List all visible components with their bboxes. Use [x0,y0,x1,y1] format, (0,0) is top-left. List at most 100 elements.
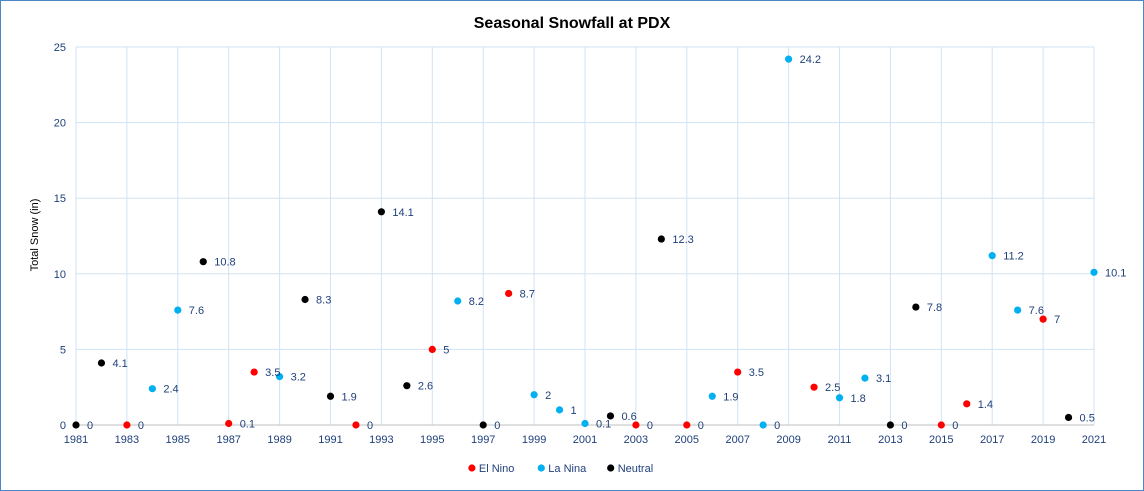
data-point-el-nino[interactable] [505,289,513,298]
x-tick-label: 1983 [115,434,139,446]
data-point-la-nina[interactable] [835,394,844,402]
data-label-el-nino: 3.5 [265,367,280,379]
data-label-la-nina: 2 [545,390,551,402]
data-point-la-nina[interactable] [581,419,589,428]
y-axis-label: Total Snow (in) [29,199,41,272]
legend-item-la-nina[interactable]: La Nina [537,463,587,475]
data-point-neutral[interactable] [403,382,411,390]
data-label-el-nino: 8.7 [520,288,535,300]
data-label-el-nino: 0.1 [240,418,255,430]
data-point-la-nina[interactable] [454,297,462,305]
data-point-la-nina[interactable] [276,373,284,381]
data-point-el-nino[interactable] [963,400,971,408]
data-point-neutral[interactable] [377,208,385,216]
data-point-el-nino[interactable] [352,421,360,429]
data-point-la-nina[interactable] [861,374,869,382]
data-point-neutral[interactable] [72,421,80,429]
x-tick-label: 1985 [166,434,190,446]
data-point-el-nino[interactable] [937,421,945,429]
data-point-la-nina[interactable] [174,306,182,314]
x-tick-label: 2015 [929,434,953,446]
data-point-la-nina[interactable] [785,55,793,63]
data-point-la-nina[interactable] [759,421,767,429]
data-point-neutral[interactable] [657,235,665,243]
data-point-neutral[interactable] [1064,413,1073,422]
legend-item-el-nino[interactable]: El Nino [468,463,514,475]
legend-item-neutral[interactable]: Neutral [607,463,653,475]
data-label-la-nina: 2.4 [163,384,178,396]
data-label-el-nino: 0 [138,420,144,432]
data-point-neutral[interactable] [912,303,920,311]
data-label-neutral: 12.3 [672,234,693,246]
data-point-la-nina[interactable] [530,391,538,399]
data-label-la-nina: 3.2 [291,372,306,384]
data-point-neutral[interactable] [886,421,895,429]
data-point-la-nina[interactable] [555,406,564,414]
data-point-el-nino[interactable] [225,419,233,428]
x-tick-label: 1981 [64,434,88,446]
data-point-neutral[interactable] [97,359,106,367]
data-label-neutral: 0.6 [621,411,636,423]
x-tick-label: 2019 [1031,434,1055,446]
data-label-el-nino: 7 [1054,314,1060,326]
legend-label-neutral: Neutral [618,463,653,475]
legend-marker-neutral [607,464,615,472]
data-point-el-nino[interactable] [428,345,436,353]
data-label-neutral: 10.8 [214,257,235,269]
data-label-la-nina: 11.2 [1003,251,1024,263]
data-point-el-nino[interactable] [810,383,818,391]
x-tick-label: 1987 [216,434,240,446]
data-label-neutral: 2.6 [418,381,433,393]
data-label-la-nina: 24.2 [800,54,821,66]
x-tick-label: 1999 [522,434,546,446]
data-label-el-nino: 0 [647,420,653,432]
x-tick-label: 2001 [573,434,597,446]
data-label-neutral: 8.3 [316,295,331,307]
data-point-la-nina[interactable] [1014,306,1022,314]
y-tick-label: 20 [54,118,66,130]
x-tick-label: 1989 [267,434,291,446]
data-point-el-nino[interactable] [734,368,742,376]
legend[interactable]: El Nino La Nina Neutral [468,463,653,475]
x-tick-label: 2021 [1082,434,1106,446]
data-label-neutral: 1.9 [342,391,357,403]
data-point-neutral[interactable] [479,421,487,429]
data-label-neutral: 14.1 [392,207,413,219]
x-tick-label: 1993 [369,434,393,446]
data-label-la-nina: 3.1 [876,373,891,385]
data-point-la-nina[interactable] [148,385,156,393]
data-label-la-nina: 7.6 [1029,305,1044,317]
data-label-la-nina: 7.6 [189,305,204,317]
data-label-el-nino: 3.5 [749,367,764,379]
data-point-neutral[interactable] [606,412,615,420]
data-point-la-nina[interactable] [988,252,996,260]
data-label-la-nina: 10.1 [1105,267,1126,279]
x-tick-label: 2003 [624,434,648,446]
legend-marker-el-nino [468,464,476,472]
data-point-el-nino[interactable] [250,368,258,376]
data-points [72,55,1098,429]
data-point-neutral[interactable] [199,258,207,266]
data-point-el-nino[interactable] [683,421,691,429]
data-label-neutral: 4.1 [112,358,127,370]
data-point-el-nino[interactable] [1039,315,1047,323]
legend-marker-la-nina [537,464,545,472]
data-point-el-nino[interactable] [123,421,131,429]
x-tick-label: 1997 [471,434,495,446]
data-label-el-nino: 0 [698,420,704,432]
data-label-el-nino: 1.4 [978,399,993,411]
data-point-la-nina[interactable] [1090,268,1098,276]
data-point-neutral[interactable] [326,392,335,400]
data-label-el-nino: 0 [952,420,958,432]
data-point-el-nino[interactable] [632,421,640,429]
data-point-la-nina[interactable] [708,392,716,400]
data-label-neutral: 0 [87,420,93,432]
data-point-neutral[interactable] [301,295,309,304]
legend-label-la-nina: La Nina [548,463,587,475]
x-tick-label: 1991 [318,434,342,446]
data-label-el-nino: 5 [443,344,449,356]
y-tick-label: 10 [54,269,66,281]
x-tick-label: 2011 [828,434,852,446]
